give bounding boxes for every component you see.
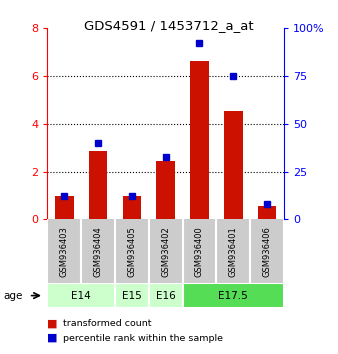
Bar — [190, 61, 209, 219]
Text: GSM936405: GSM936405 — [127, 226, 136, 277]
Bar — [149, 283, 183, 308]
Bar — [258, 206, 276, 219]
Bar — [55, 195, 74, 219]
Bar — [123, 195, 141, 219]
Bar — [115, 283, 149, 308]
Text: GSM936402: GSM936402 — [161, 226, 170, 277]
Text: E15: E15 — [122, 291, 142, 301]
Text: ■: ■ — [47, 333, 58, 343]
Bar — [156, 161, 175, 219]
Text: GSM936401: GSM936401 — [229, 226, 238, 277]
Text: GSM936400: GSM936400 — [195, 226, 204, 277]
Text: GSM936403: GSM936403 — [60, 226, 69, 277]
Text: age: age — [3, 291, 23, 301]
Bar — [224, 111, 243, 219]
Text: E16: E16 — [156, 291, 175, 301]
Bar — [183, 283, 284, 308]
Bar — [89, 152, 107, 219]
Bar — [47, 283, 115, 308]
Text: transformed count: transformed count — [63, 319, 151, 329]
Text: E14: E14 — [71, 291, 91, 301]
Text: E17.5: E17.5 — [218, 291, 248, 301]
Text: GSM936406: GSM936406 — [263, 226, 271, 277]
Text: ■: ■ — [47, 319, 58, 329]
Text: percentile rank within the sample: percentile rank within the sample — [63, 333, 222, 343]
Text: GSM936404: GSM936404 — [94, 226, 102, 277]
Text: GDS4591 / 1453712_a_at: GDS4591 / 1453712_a_at — [84, 19, 254, 33]
